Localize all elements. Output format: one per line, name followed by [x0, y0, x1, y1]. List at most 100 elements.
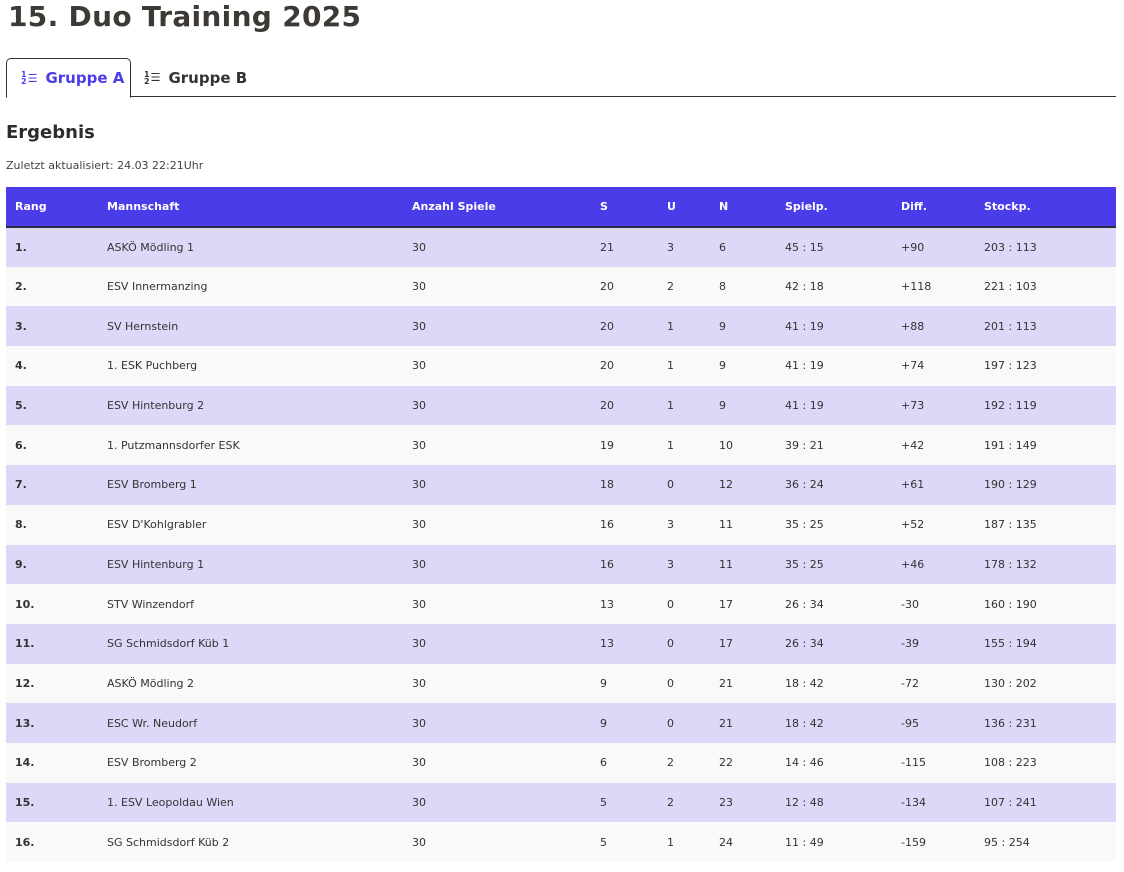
standings-table: Rang Mannschaft Anzahl Spiele S U N Spielp. Dif…: [6, 187, 1116, 862]
cell-stock-points: 155 : 194: [984, 623, 1116, 664]
cell-rank: 9.: [6, 544, 107, 585]
table-header-row: Rang Mannschaft Anzahl Spiele S U N Spielp. Dif…: [6, 187, 1116, 228]
cell-rank: 1.: [6, 227, 107, 267]
cell-losses: 6: [719, 227, 785, 267]
cell-stock-points: 197 : 123: [984, 346, 1116, 386]
cell-wins: 16: [600, 504, 667, 545]
column-header-draws: U: [667, 187, 719, 228]
cell-team: ESV Hintenburg 1: [107, 544, 412, 585]
cell-game-points: 41 : 19: [785, 306, 901, 347]
column-header-diff: Diff.: [901, 187, 984, 228]
cell-game-points: 42 : 18: [785, 266, 901, 307]
cell-wins: 9: [600, 703, 667, 743]
cell-diff: -115: [901, 742, 984, 783]
cell-draws: 3: [667, 544, 719, 585]
cell-stock-points: 203 : 113: [984, 227, 1116, 267]
cell-stock-points: 221 : 103: [984, 266, 1116, 307]
cell-rank: 2.: [6, 266, 107, 307]
cell-stock-points: 136 : 231: [984, 703, 1116, 743]
cell-diff: +90: [901, 227, 984, 267]
cell-game-points: 11 : 49: [785, 822, 901, 862]
cell-games: 30: [412, 266, 600, 307]
cell-draws: 3: [667, 504, 719, 545]
cell-draws: 0: [667, 465, 719, 505]
cell-stock-points: 187 : 135: [984, 504, 1116, 545]
cell-rank: 16.: [6, 822, 107, 862]
cell-team: ESV D'Kohlgrabler: [107, 504, 412, 545]
cell-losses: 17: [719, 623, 785, 664]
cell-draws: 0: [667, 703, 719, 743]
cell-games: 30: [412, 703, 600, 743]
cell-losses: 22: [719, 742, 785, 783]
cell-stock-points: 192 : 119: [984, 385, 1116, 426]
cell-losses: 10: [719, 425, 785, 466]
cell-rank: 3.: [6, 306, 107, 347]
column-header-stock-points: Stockp.: [984, 187, 1116, 228]
cell-draws: 0: [667, 584, 719, 624]
cell-team: ASKÖ Mödling 1: [107, 227, 412, 267]
cell-rank: 15.: [6, 782, 107, 823]
column-header-game-points: Spielp.: [785, 187, 901, 228]
table-row: 5. ESV Hintenburg 2 30 20 1 9 41 : 19 +73 192 : …: [6, 385, 1116, 426]
table-row: 2. ESV Innermanzing 30 20 2 8 42 : 18 +118 221 :…: [6, 266, 1116, 307]
cell-diff: +118: [901, 266, 984, 307]
column-header-wins: S: [600, 187, 667, 228]
cell-losses: 12: [719, 465, 785, 505]
table-row: 12. ASKÖ Mödling 2 30 9 0 21 18 : 42 -72 130 : 2…: [6, 663, 1116, 704]
cell-rank: 4.: [6, 346, 107, 386]
cell-team: SV Hernstein: [107, 306, 412, 347]
cell-draws: 2: [667, 782, 719, 823]
cell-wins: 13: [600, 584, 667, 624]
cell-stock-points: 201 : 113: [984, 306, 1116, 347]
table-row: 1. ASKÖ Mödling 1 30 21 3 6 45 : 15 +90 203 : 11…: [6, 227, 1116, 267]
cell-wins: 16: [600, 544, 667, 585]
cell-diff: -159: [901, 822, 984, 862]
table-row: 16. SG Schmidsdorf Küb 2 30 5 1 24 11 : 49 -159…: [6, 822, 1116, 862]
cell-diff: -39: [901, 623, 984, 664]
cell-rank: 14.: [6, 742, 107, 783]
cell-wins: 20: [600, 266, 667, 307]
tab-label: Gruppe A: [45, 69, 125, 87]
cell-games: 30: [412, 544, 600, 585]
tab-label: Gruppe B: [168, 68, 248, 87]
cell-games: 30: [412, 227, 600, 267]
column-header-losses: N: [719, 187, 785, 228]
cell-team: ESV Hintenburg 2: [107, 385, 412, 426]
cell-game-points: 12 : 48: [785, 782, 901, 823]
page-title: 15. Duo Training 2025: [8, 0, 362, 33]
cell-team: ASKÖ Mödling 2: [107, 663, 412, 704]
table-row: 10. STV Winzendorf 30 13 0 17 26 : 34 -30 160 : …: [6, 584, 1116, 624]
cell-games: 30: [412, 663, 600, 704]
cell-game-points: 18 : 42: [785, 703, 901, 743]
cell-diff: -72: [901, 663, 984, 704]
cell-game-points: 45 : 15: [785, 227, 901, 267]
cell-diff: -95: [901, 703, 984, 743]
cell-game-points: 18 : 42: [785, 663, 901, 704]
cell-stock-points: 191 : 149: [984, 425, 1116, 466]
cell-losses: 21: [719, 703, 785, 743]
cell-draws: 1: [667, 385, 719, 426]
cell-game-points: 36 : 24: [785, 465, 901, 505]
group-tabs: 1 2 ☰ Gruppe A 1 2 ☰ Gruppe B: [6, 58, 1116, 98]
cell-games: 30: [412, 465, 600, 505]
tab-gruppe-a[interactable]: 1 2 ☰ Gruppe A: [6, 58, 131, 98]
cell-wins: 6: [600, 742, 667, 783]
cell-diff: +42: [901, 425, 984, 466]
cell-team: SG Schmidsdorf Küb 1: [107, 623, 412, 664]
table-row: 3. SV Hernstein 30 20 1 9 41 : 19 +88 201 : 113: [6, 306, 1116, 347]
table-row: 6. 1. Putzmannsdorfer ESK 30 19 1 10 39 : 21 +4…: [6, 425, 1116, 466]
cell-diff: +88: [901, 306, 984, 347]
cell-rank: 12.: [6, 663, 107, 704]
cell-wins: 20: [600, 306, 667, 347]
cell-games: 30: [412, 782, 600, 823]
last-updated: Zuletzt aktualisiert: 24.03 22:21Uhr: [6, 159, 204, 172]
cell-rank: 11.: [6, 623, 107, 664]
cell-game-points: 14 : 46: [785, 742, 901, 783]
cell-losses: 9: [719, 385, 785, 426]
tab-gruppe-b[interactable]: 1 2 ☰ Gruppe B: [144, 58, 247, 97]
table-row: 11. SG Schmidsdorf Küb 1 30 13 0 17 26 : 34 -39…: [6, 623, 1116, 664]
cell-wins: 21: [600, 227, 667, 267]
cell-losses: 9: [719, 306, 785, 347]
cell-team: ESV Bromberg 2: [107, 742, 412, 783]
cell-diff: +52: [901, 504, 984, 545]
